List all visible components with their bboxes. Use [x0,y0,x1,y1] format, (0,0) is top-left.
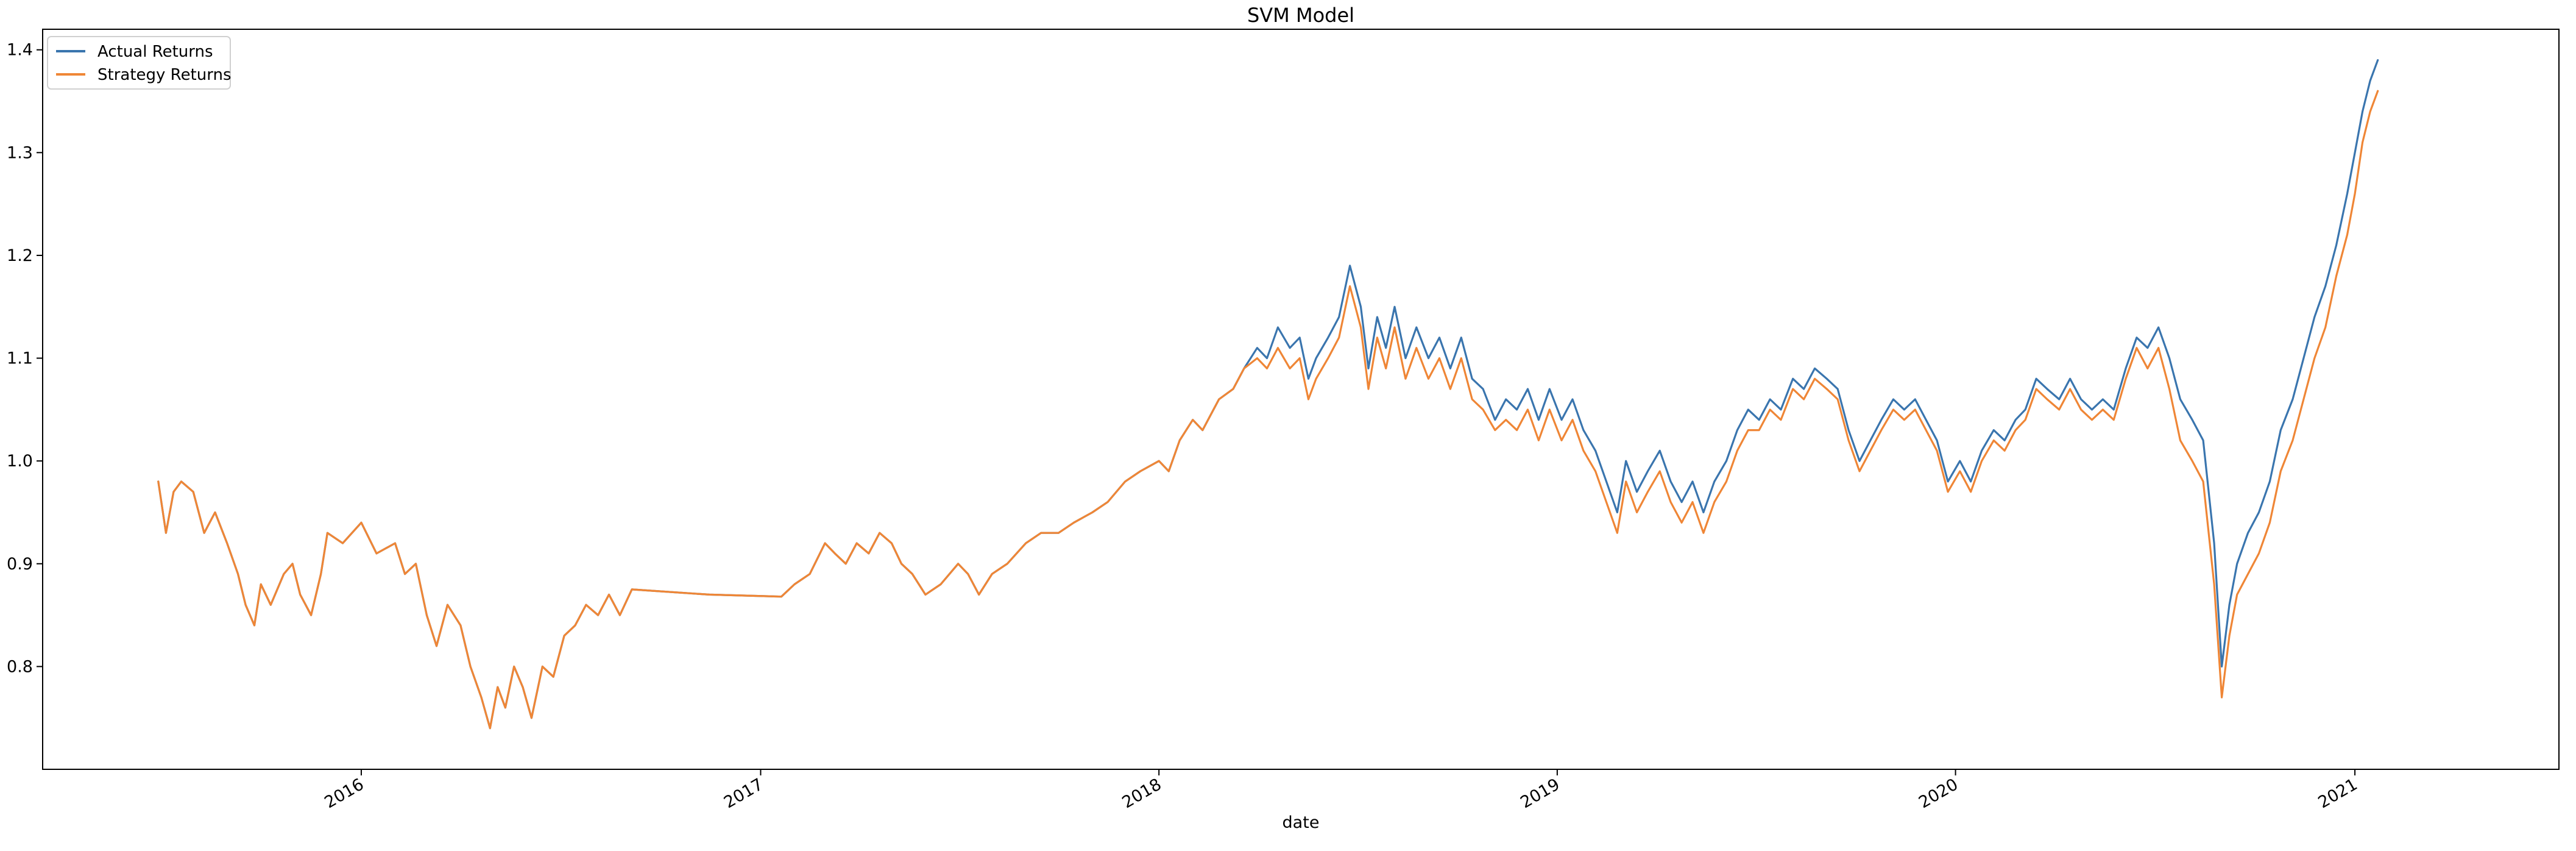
y-axis: 0.8 0.9 1.0 1.1 1.2 1.3 1.4 [7,41,43,676]
legend-box [47,36,231,90]
y-tick-label: 1.1 [7,349,33,368]
x-axis-label: date [1283,813,1320,832]
y-tick-label: 1.4 [7,41,33,60]
series-line-strategy-returns [157,90,2379,730]
y-tick-label: 0.8 [7,657,33,676]
axis-frame [42,29,2560,770]
y-tick-label: 1.0 [7,452,33,471]
plot-area-border [42,29,2560,770]
legend-label-actual-returns: Actual Returns [97,43,213,61]
y-tick-label: 0.9 [7,555,33,574]
series-layer [157,59,2379,730]
y-tick-label: 1.3 [7,143,33,162]
legend-label-strategy-returns: Strategy Returns [97,66,232,84]
y-tick-label: 1.2 [7,246,33,265]
legend: Actual Returns Strategy Returns [47,36,232,90]
chart-title: SVM Model [1247,4,1354,27]
